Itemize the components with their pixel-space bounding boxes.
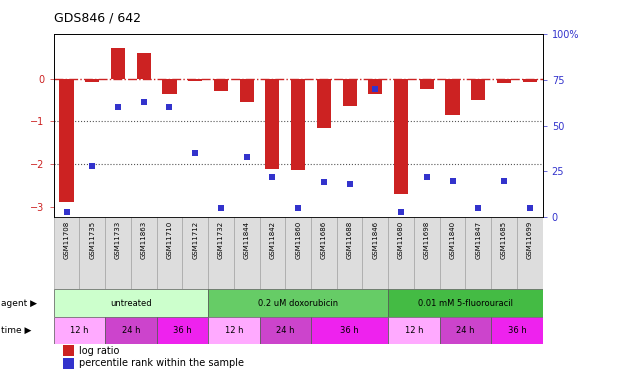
Bar [317, 79, 331, 128]
Bar [214, 79, 228, 92]
Text: percentile rank within the sample: percentile rank within the sample [79, 358, 244, 368]
Text: GSM11847: GSM11847 [475, 221, 481, 259]
Bar [517, 217, 543, 290]
Bar [54, 217, 80, 290]
Text: 12 h: 12 h [70, 326, 88, 335]
Bar [369, 79, 382, 93]
Text: GSM11686: GSM11686 [321, 221, 327, 259]
Text: GSM11863: GSM11863 [141, 221, 147, 259]
Bar [291, 79, 305, 170]
Bar [466, 217, 491, 290]
Bar [54, 290, 208, 317]
Text: GSM11708: GSM11708 [64, 221, 69, 259]
Bar [445, 79, 459, 115]
Bar [131, 217, 156, 290]
Bar [394, 79, 408, 194]
Text: 24 h: 24 h [456, 326, 475, 335]
Text: GSM11680: GSM11680 [398, 221, 404, 259]
Bar [137, 53, 151, 79]
Text: 0.01 mM 5-fluorouracil: 0.01 mM 5-fluorouracil [418, 298, 513, 307]
Bar [156, 217, 182, 290]
Text: GSM11733: GSM11733 [115, 221, 121, 259]
Text: 24 h: 24 h [122, 326, 140, 335]
Bar [471, 79, 485, 100]
Bar [420, 79, 434, 89]
Text: GSM11712: GSM11712 [192, 221, 198, 259]
Text: agent ▶: agent ▶ [1, 298, 37, 307]
Text: GDS846 / 642: GDS846 / 642 [54, 11, 141, 24]
Bar [311, 217, 337, 290]
Bar [85, 79, 99, 81]
Bar [105, 217, 131, 290]
Bar [156, 317, 208, 345]
Bar [240, 79, 254, 102]
Text: log ratio: log ratio [79, 346, 119, 356]
Bar [388, 317, 440, 345]
Bar [491, 217, 517, 290]
Bar [259, 317, 311, 345]
Bar [162, 79, 177, 93]
Bar [54, 317, 105, 345]
Bar [59, 79, 74, 203]
Text: 0.2 uM doxorubicin: 0.2 uM doxorubicin [258, 298, 338, 307]
Bar [208, 290, 388, 317]
Text: GSM11842: GSM11842 [269, 221, 275, 259]
Bar [388, 217, 414, 290]
Bar [265, 79, 280, 169]
Bar [259, 217, 285, 290]
Text: 36 h: 36 h [507, 326, 526, 335]
Bar [311, 317, 388, 345]
Bar [497, 79, 511, 83]
Bar [362, 217, 388, 290]
Bar [80, 217, 105, 290]
Bar [388, 290, 543, 317]
Bar [105, 317, 156, 345]
Text: GSM11685: GSM11685 [501, 221, 507, 259]
Bar [64, 358, 74, 369]
Bar [440, 217, 466, 290]
Bar [414, 217, 440, 290]
Text: GSM11710: GSM11710 [167, 221, 172, 259]
Text: time ▶: time ▶ [1, 326, 31, 335]
Text: GSM11844: GSM11844 [244, 221, 250, 259]
Bar [440, 317, 491, 345]
Text: untreated: untreated [110, 298, 151, 307]
Bar [208, 217, 234, 290]
Text: GSM11846: GSM11846 [372, 221, 379, 259]
Text: GSM11688: GSM11688 [346, 221, 353, 259]
Text: GSM11732: GSM11732 [218, 221, 224, 259]
Bar [208, 317, 259, 345]
Bar [343, 79, 357, 106]
Text: GSM11735: GSM11735 [89, 221, 95, 259]
Bar [188, 79, 203, 81]
Text: 12 h: 12 h [404, 326, 423, 335]
Bar [111, 48, 125, 79]
Text: GSM11699: GSM11699 [527, 221, 533, 259]
Bar [337, 217, 362, 290]
Text: 36 h: 36 h [173, 326, 192, 335]
Text: GSM11698: GSM11698 [424, 221, 430, 259]
Bar [285, 217, 311, 290]
Bar [491, 317, 543, 345]
Bar [522, 79, 537, 81]
Text: 36 h: 36 h [340, 326, 359, 335]
Text: 12 h: 12 h [225, 326, 243, 335]
Text: 24 h: 24 h [276, 326, 295, 335]
Bar [234, 217, 259, 290]
Bar [182, 217, 208, 290]
Text: GSM11840: GSM11840 [449, 221, 456, 259]
Bar [64, 345, 74, 356]
Text: GSM11860: GSM11860 [295, 221, 301, 259]
